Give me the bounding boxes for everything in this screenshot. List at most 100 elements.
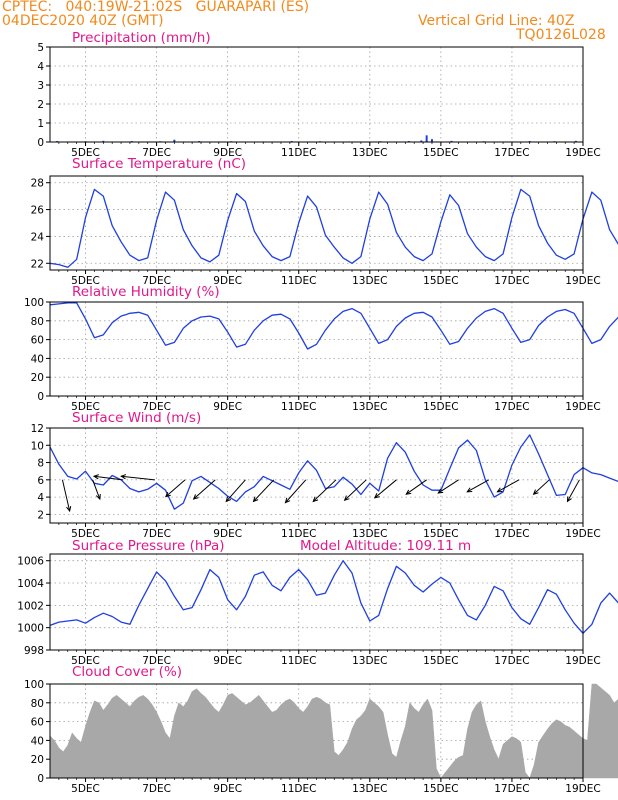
- precipitation-bar: [425, 135, 428, 142]
- cloud-cover-xtick-label: 5DEC: [71, 783, 100, 795]
- wind-arrow: [252, 479, 275, 503]
- temperature-xtick-label: 5DEC: [71, 275, 100, 287]
- precipitation-bar: [574, 140, 577, 142]
- wind-arrow: [164, 479, 186, 498]
- pressure-xtick-label: 11DEC: [281, 655, 316, 667]
- precipitation-xtick-label: 7DEC: [142, 147, 171, 159]
- humidity-panel: Relative Humidity (%) 0 20 40 60 80 100 5DEC 7DE…: [24, 284, 618, 413]
- humidity-line: [49, 302, 618, 350]
- temperature-xtick-label: 17DEC: [494, 275, 529, 287]
- wind-ytick-label: 12: [31, 423, 44, 435]
- header-right-line2: TQ0126L028: [516, 27, 606, 43]
- wind-arrow: [373, 479, 397, 499]
- wind-frame: [49, 427, 584, 524]
- cloud-cover-panel: Cloud Cover (%) 0 20 40 60 80 100 5DEC 7DEC 9DEC 1…: [24, 664, 618, 795]
- wind-xtick-label: 11DEC: [281, 528, 316, 540]
- pressure-ytick-label: 1004: [17, 578, 44, 590]
- temperature-xtick-label: 15DEC: [423, 275, 458, 287]
- wind-ytick-label: 10: [31, 440, 44, 452]
- wind-arrow: [192, 479, 216, 500]
- pressure-xtick-label: 9DEC: [213, 655, 242, 667]
- humidity-xtick-label: 15DEC: [423, 401, 458, 413]
- pressure-ytick-label: 998: [24, 645, 44, 657]
- precipitation-ytick-label: 5: [37, 42, 44, 54]
- temperature-panel: Surface Temperature (nC) 22 24 26 28 5DEC 7DEC…: [31, 156, 618, 287]
- cloud-cover-xtick-label: 19DEC: [565, 783, 600, 795]
- pressure-ytick-label: 1002: [17, 600, 44, 612]
- precipitation-ytick-label: 0: [37, 137, 44, 149]
- header-left-line1: CPTEC: 040:19W-21:02S GUARAPARI (ES): [2, 0, 310, 15]
- humidity-ytick-label: 100: [24, 297, 44, 309]
- pressure-xtick-label: 17DEC: [494, 655, 529, 667]
- wind-ytick-label: 6: [37, 475, 44, 487]
- wind-arrow: [225, 479, 246, 503]
- cloud-cover-xtick-label: 11DEC: [281, 783, 316, 795]
- pressure-ytick-label: 1006: [17, 556, 44, 568]
- precipitation-bar: [430, 139, 433, 142]
- pressure-panel: Surface Pressure (hPa) Model Altitude: 10…: [17, 538, 618, 667]
- humidity-xtick-label: 5DEC: [71, 401, 100, 413]
- humidity-frame: [49, 301, 584, 397]
- wind-arrow: [120, 474, 155, 481]
- cloud-cover-ytick-label: 60: [31, 717, 44, 729]
- temperature-line: [49, 188, 618, 268]
- cloud-cover-ytick-label: 100: [24, 679, 44, 691]
- cloud-cover-xtick-label: 13DEC: [352, 783, 387, 795]
- pressure-xtick-label: 5DEC: [71, 655, 100, 667]
- precipitation-xtick-label: 17DEC: [494, 147, 529, 159]
- humidity-xtick-label: 17DEC: [494, 401, 529, 413]
- pressure-frame: [49, 553, 584, 651]
- humidity-xtick-label: 19DEC: [565, 401, 600, 413]
- humidity-xtick-label: 9DEC: [213, 401, 242, 413]
- cloud-cover-ytick-label: 20: [31, 754, 44, 766]
- wind-arrow: [496, 479, 520, 493]
- precipitation-bar: [450, 140, 453, 142]
- temperature-xtick-label: 19DEC: [565, 275, 600, 287]
- humidity-ytick-label: 40: [31, 353, 44, 365]
- humidity-ytick-label: 60: [31, 335, 44, 347]
- header-left-line2: 04DEC2020 40Z (GMT): [2, 13, 164, 29]
- temperature-xtick-label: 13DEC: [352, 275, 387, 287]
- temperature-ytick-label: 26: [31, 205, 45, 217]
- wind-arrow: [284, 479, 307, 504]
- pressure-xtick-label: 13DEC: [352, 655, 387, 667]
- humidity-xtick-label: 13DEC: [352, 401, 387, 413]
- pressure-title: Surface Pressure (hPa): [72, 538, 225, 554]
- cloud-cover-xtick-label: 17DEC: [494, 783, 529, 795]
- wind-xtick-label: 13DEC: [352, 528, 387, 540]
- cloud-cover-ytick-label: 40: [31, 735, 44, 747]
- wind-arrow: [312, 479, 337, 503]
- precipitation-xtick-label: 11DEC: [281, 147, 316, 159]
- pressure-xtick-label: 19DEC: [565, 655, 600, 667]
- precipitation-ytick-label: 3: [37, 80, 44, 92]
- precipitation-panel: Precipitation (mm/h) 0 1 2 3 4 5 5DEC 7DEC 9DEC 11…: [37, 30, 600, 159]
- temperature-xtick-label: 7DEC: [142, 275, 171, 287]
- cloud-cover-xtick-label: 15DEC: [423, 783, 458, 795]
- wind-arrow: [405, 479, 427, 495]
- temperature-xtick-label: 11DEC: [281, 275, 316, 287]
- wind-arrow: [466, 479, 490, 493]
- cloud-cover-ytick-label: 0: [37, 773, 44, 785]
- wind-ytick-label: 2: [37, 509, 44, 521]
- humidity-xtick-label: 7DEC: [142, 401, 171, 413]
- wind-arrow: [437, 479, 459, 494]
- precipitation-xtick-label: 19DEC: [565, 147, 600, 159]
- wind-ytick-label: 8: [37, 458, 44, 470]
- cloud-cover-area: [49, 683, 618, 779]
- wind-arrow: [532, 479, 550, 495]
- precipitation-ytick-label: 2: [37, 99, 44, 111]
- humidity-title: Relative Humidity (%): [72, 284, 220, 300]
- humidity-ytick-label: 20: [31, 372, 44, 384]
- header-right-line1: Vertical Grid Line: 40Z: [418, 13, 575, 29]
- temperature-ytick-label: 24: [31, 231, 45, 243]
- pressure-xtick-label: 15DEC: [423, 655, 458, 667]
- temperature-ytick-label: 22: [31, 258, 44, 270]
- temperature-title: Surface Temperature (nC): [72, 156, 246, 172]
- wind-panel: Surface Wind (m/s) 2 4 6 8 10 12 5DEC 7DEC 9DEC 11…: [31, 410, 618, 540]
- cloud-cover-xtick-label: 7DEC: [142, 783, 171, 795]
- pressure-annotation: Model Altitude: 109.11 m: [300, 538, 471, 554]
- wind-arrow: [343, 479, 367, 502]
- precipitation-bar: [102, 140, 105, 142]
- humidity-ytick-label: 80: [31, 316, 44, 328]
- cloud-cover-title: Cloud Cover (%): [72, 664, 182, 680]
